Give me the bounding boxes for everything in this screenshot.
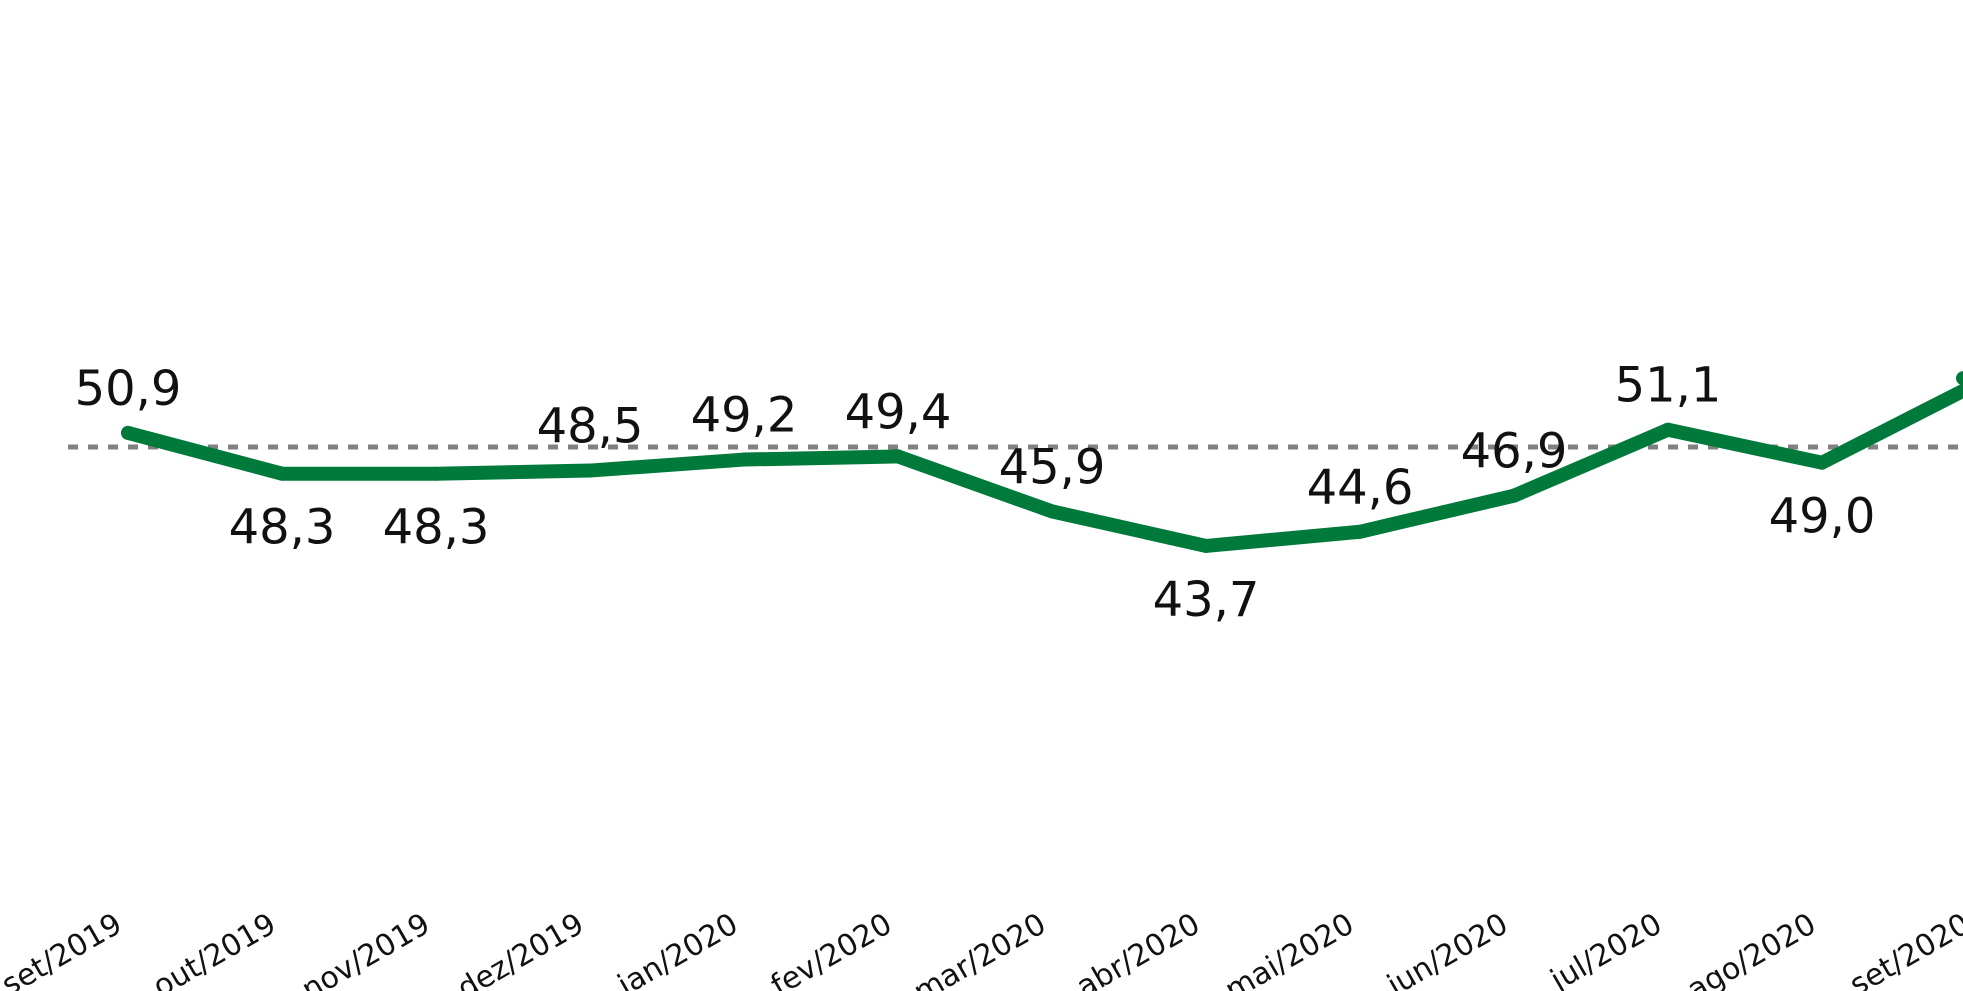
x-tick-label: jul/2020 [1544, 907, 1668, 991]
x-tick-label: abr/2020 [1071, 907, 1206, 991]
data-point [1045, 504, 1059, 519]
data-label: 54 [1960, 312, 1963, 368]
data-point [1353, 524, 1367, 539]
x-tick-label: jun/2020 [1381, 907, 1514, 991]
data-label: 50,9 [75, 361, 182, 417]
x-tick-label: set/2019 [0, 907, 128, 991]
x-tick-label: jan/2020 [611, 907, 744, 991]
data-point [1507, 488, 1521, 503]
x-tick-label: ago/2020 [1681, 907, 1822, 991]
x-tick-label: mar/2020 [908, 907, 1052, 991]
data-label: 43,7 [1153, 572, 1260, 628]
x-axis-tick-labels: set/2019 out/2019 nov/2019 dez/2019 jan/2020… [0, 907, 1963, 991]
data-label: 49,0 [1769, 489, 1876, 545]
series-line [121, 371, 1963, 553]
data-label: 49,4 [845, 384, 952, 440]
data-label: 51,1 [1615, 358, 1722, 414]
data-point [1815, 455, 1829, 470]
x-tick-label: out/2019 [147, 907, 282, 991]
data-label: 45,9 [999, 439, 1106, 495]
data-label: 48,5 [537, 399, 644, 455]
data-label: 44,6 [1307, 460, 1414, 516]
data-point [1661, 422, 1675, 437]
data-label: 46,9 [1461, 424, 1568, 480]
data-point [121, 425, 135, 440]
data-point [583, 463, 597, 478]
data-point [275, 466, 289, 481]
x-tick-label: dez/2019 [452, 907, 590, 991]
x-tick-label: set/2020 [1844, 907, 1963, 991]
data-label: 49,2 [691, 388, 798, 444]
data-point [429, 466, 443, 481]
data-points [121, 422, 1829, 553]
data-labels: 50,9 48,3 48,3 48,5 49,2 49,4 45,9 43,7 44,6 46,9… [75, 312, 1963, 628]
x-tick-label: fev/2020 [765, 907, 898, 991]
x-tick-label: nov/2019 [296, 907, 436, 991]
x-tick-label: mai/2020 [1219, 907, 1360, 991]
data-point [737, 452, 751, 467]
data-point [891, 449, 905, 464]
data-label: 48,3 [383, 500, 490, 556]
data-point [1199, 538, 1213, 553]
data-label: 48,3 [229, 500, 336, 556]
